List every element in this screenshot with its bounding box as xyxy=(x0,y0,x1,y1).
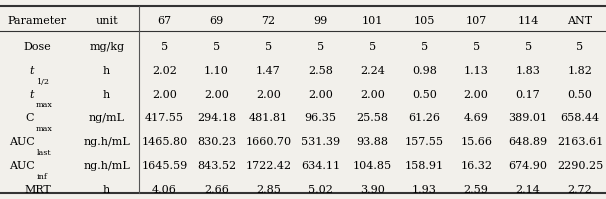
Text: 2.14: 2.14 xyxy=(516,185,541,195)
Text: 0.50: 0.50 xyxy=(411,90,437,100)
Text: Dose: Dose xyxy=(24,42,52,52)
Text: 2.00: 2.00 xyxy=(152,90,177,100)
Text: 2.66: 2.66 xyxy=(204,185,229,195)
Text: unit: unit xyxy=(95,16,118,26)
Text: t: t xyxy=(29,66,34,76)
Text: t: t xyxy=(29,90,34,100)
Text: 674.90: 674.90 xyxy=(508,161,548,171)
Text: 1.47: 1.47 xyxy=(256,66,281,76)
Text: ng/mL: ng/mL xyxy=(88,113,125,123)
Text: MRT: MRT xyxy=(24,185,51,195)
Text: 1.93: 1.93 xyxy=(411,185,437,195)
Text: 5.02: 5.02 xyxy=(308,185,333,195)
Text: 648.89: 648.89 xyxy=(508,137,548,147)
Text: 2.00: 2.00 xyxy=(360,90,385,100)
Text: 4.69: 4.69 xyxy=(464,113,488,123)
Text: 67: 67 xyxy=(158,16,171,26)
Text: 1722.42: 1722.42 xyxy=(245,161,291,171)
Text: 101: 101 xyxy=(362,16,383,26)
Text: 658.44: 658.44 xyxy=(561,113,599,123)
Text: 1660.70: 1660.70 xyxy=(245,137,291,147)
Text: C: C xyxy=(25,113,34,123)
Text: 1.82: 1.82 xyxy=(568,66,593,76)
Text: 1/2: 1/2 xyxy=(36,78,48,86)
Text: 1645.59: 1645.59 xyxy=(141,161,188,171)
Text: 69: 69 xyxy=(209,16,224,26)
Text: 2.59: 2.59 xyxy=(464,185,488,195)
Text: h: h xyxy=(103,66,110,76)
Text: 5: 5 xyxy=(473,42,480,52)
Text: 481.81: 481.81 xyxy=(249,113,288,123)
Text: 830.23: 830.23 xyxy=(197,137,236,147)
Text: 25.58: 25.58 xyxy=(356,113,388,123)
Text: 1.10: 1.10 xyxy=(204,66,229,76)
Text: 2.00: 2.00 xyxy=(204,90,229,100)
Text: 2.58: 2.58 xyxy=(308,66,333,76)
Text: max: max xyxy=(36,125,53,133)
Text: 0.50: 0.50 xyxy=(568,90,593,100)
Text: AUC: AUC xyxy=(9,161,35,171)
Text: Parameter: Parameter xyxy=(8,16,67,26)
Text: 5: 5 xyxy=(317,42,324,52)
Text: 2290.25: 2290.25 xyxy=(557,161,603,171)
Text: 5: 5 xyxy=(421,42,428,52)
Text: 5: 5 xyxy=(368,42,376,52)
Text: 5: 5 xyxy=(213,42,220,52)
Text: 2163.61: 2163.61 xyxy=(557,137,603,147)
Text: 61.26: 61.26 xyxy=(408,113,440,123)
Text: 1465.80: 1465.80 xyxy=(141,137,188,147)
Text: 531.39: 531.39 xyxy=(301,137,340,147)
Text: ANT: ANT xyxy=(567,16,593,26)
Text: 1.13: 1.13 xyxy=(464,66,488,76)
Text: 16.32: 16.32 xyxy=(460,161,492,171)
Text: 104.85: 104.85 xyxy=(353,161,392,171)
Text: inf: inf xyxy=(37,173,48,181)
Text: h: h xyxy=(103,90,110,100)
Text: last: last xyxy=(37,149,52,157)
Text: 15.66: 15.66 xyxy=(460,137,492,147)
Text: 2.00: 2.00 xyxy=(256,90,281,100)
Text: 5: 5 xyxy=(265,42,272,52)
Text: 157.55: 157.55 xyxy=(405,137,444,147)
Text: 389.01: 389.01 xyxy=(508,113,548,123)
Text: max: max xyxy=(36,101,53,109)
Text: h: h xyxy=(103,185,110,195)
Text: 72: 72 xyxy=(261,16,276,26)
Text: 417.55: 417.55 xyxy=(145,113,184,123)
Text: 5: 5 xyxy=(161,42,168,52)
Text: 114: 114 xyxy=(518,16,539,26)
Text: 0.17: 0.17 xyxy=(516,90,541,100)
Text: 2.72: 2.72 xyxy=(568,185,593,195)
Text: ng.h/mL: ng.h/mL xyxy=(83,137,130,147)
Text: 3.90: 3.90 xyxy=(360,185,385,195)
Text: 4.06: 4.06 xyxy=(152,185,177,195)
Text: mg/kg: mg/kg xyxy=(89,42,124,52)
Text: ng.h/mL: ng.h/mL xyxy=(83,161,130,171)
Text: 1.83: 1.83 xyxy=(516,66,541,76)
Text: 93.88: 93.88 xyxy=(356,137,388,147)
Text: 634.11: 634.11 xyxy=(301,161,340,171)
Text: 5: 5 xyxy=(525,42,531,52)
Text: 2.00: 2.00 xyxy=(464,90,488,100)
Text: 99: 99 xyxy=(313,16,327,26)
Text: 843.52: 843.52 xyxy=(197,161,236,171)
Text: 105: 105 xyxy=(413,16,435,26)
Text: 2.85: 2.85 xyxy=(256,185,281,195)
Text: 294.18: 294.18 xyxy=(197,113,236,123)
Text: AUC: AUC xyxy=(9,137,35,147)
Text: 5: 5 xyxy=(576,42,584,52)
Text: 158.91: 158.91 xyxy=(405,161,444,171)
Text: 2.02: 2.02 xyxy=(152,66,177,76)
Text: 0.98: 0.98 xyxy=(411,66,437,76)
Text: 2.00: 2.00 xyxy=(308,90,333,100)
Text: 96.35: 96.35 xyxy=(304,113,336,123)
Text: 2.24: 2.24 xyxy=(360,66,385,76)
Text: 107: 107 xyxy=(465,16,487,26)
